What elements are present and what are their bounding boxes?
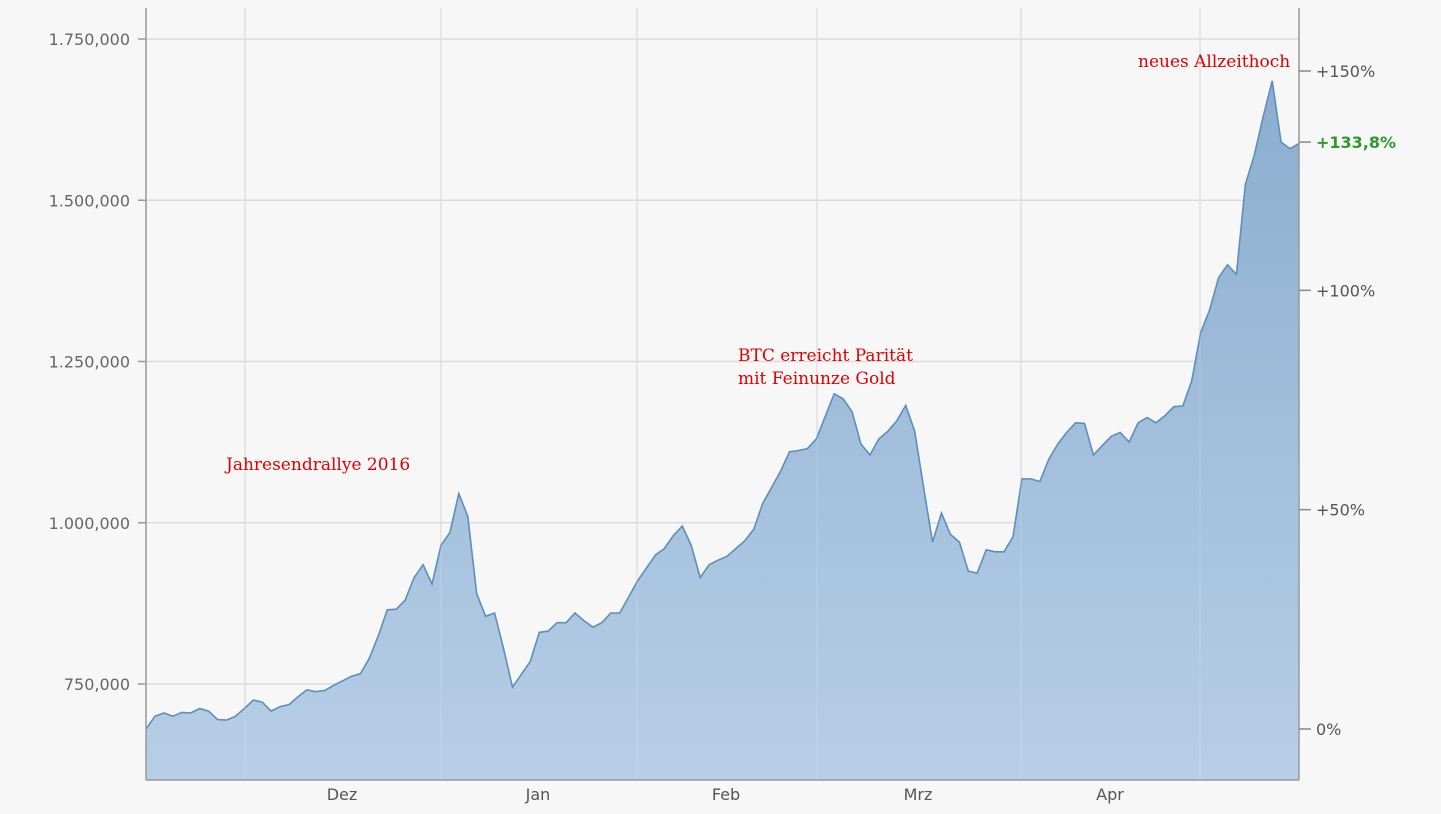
x-axis-ticks: Dez Jan Feb Mrz Apr: [327, 785, 1125, 804]
right-tick-label: +50%: [1316, 501, 1365, 520]
x-tick-label: Apr: [1096, 785, 1124, 804]
annotation-parity-line2: mit Feinunze Gold: [738, 369, 896, 389]
left-tick-label: 1.250,000: [49, 353, 130, 372]
left-tick-label: 750,000: [64, 675, 130, 694]
series-area-fill: [146, 80, 1299, 780]
right-tick-label: +100%: [1316, 281, 1375, 300]
annotation-all-time-high: neues Allzeithoch: [1138, 52, 1290, 72]
x-tick-label: Jan: [525, 785, 551, 804]
annotation-year-end-rally: Jahresendrallye 2016: [224, 455, 410, 475]
right-axis-ticks: 0% +50% +100% +150%: [1299, 62, 1375, 739]
left-tick-label: 1.000,000: [49, 514, 130, 533]
right-tick-label: 0%: [1316, 720, 1341, 739]
annotation-parity-line1: BTC erreicht Parität: [738, 346, 913, 366]
annotations: Jahresendrallye 2016 BTC erreicht Paritä…: [224, 52, 1290, 475]
left-tick-label: 1.500,000: [49, 191, 130, 210]
x-tick-label: Dez: [327, 785, 358, 804]
left-tick-label: 1.750,000: [49, 30, 130, 49]
axis-layer: [145, 8, 1300, 781]
right-tick-label: +150%: [1316, 62, 1375, 81]
current-value-label: +133,8%: [1316, 133, 1396, 152]
current-value-marker: +133,8%: [1299, 133, 1396, 152]
area-layer: [145, 8, 1300, 780]
left-axis-ticks: 750,000 1.000,000 1.250,000 1.500,000 1.750,…: [49, 30, 146, 694]
x-tick-label: Feb: [712, 785, 740, 804]
x-tick-label: Mrz: [904, 785, 933, 804]
series-line: [145, 80, 1300, 730]
